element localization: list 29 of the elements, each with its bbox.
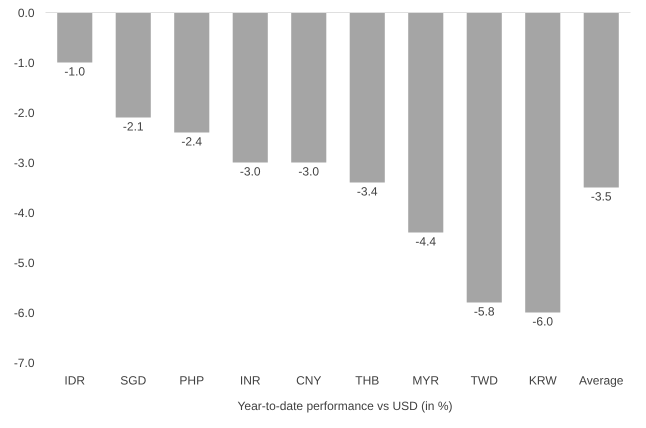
y-tick-label: -7.0 xyxy=(14,356,35,370)
y-tick-label: -6.0 xyxy=(14,306,35,320)
x-tick-label: INR xyxy=(240,374,261,388)
y-tick-label: -4.0 xyxy=(14,206,35,220)
text: -1.0 xyxy=(64,64,86,78)
text: -6.0 xyxy=(532,314,554,328)
x-tick-label: THB xyxy=(355,374,380,388)
x-tick-label: Average xyxy=(579,374,624,388)
x-tick-label: KRW xyxy=(528,374,558,388)
text: Year-to-date performance vs USD (in %) xyxy=(238,399,452,413)
x-tick-label: SGD xyxy=(120,374,147,388)
y-tick-label: -5.0 xyxy=(14,256,35,270)
text: -3.0 xyxy=(298,164,320,178)
y-tick-label: 0.0 xyxy=(18,6,35,20)
text: -2.4 xyxy=(181,134,202,148)
text: -4.4 xyxy=(415,234,436,248)
text: -2.1 xyxy=(122,120,144,134)
x-tick-label: MYR xyxy=(412,374,440,388)
y-tick-label: -3.0 xyxy=(14,156,35,170)
x-tick-label: IDR xyxy=(64,374,86,388)
x-tick-label: CNY xyxy=(296,374,322,388)
x-tick-label: PHP xyxy=(179,374,204,388)
y-tick-label: -2.0 xyxy=(14,106,35,120)
text: -3.0 xyxy=(240,164,261,178)
x-tick-label: TWD xyxy=(470,374,498,388)
y-tick-label: -1.0 xyxy=(14,56,35,70)
text: -3.5 xyxy=(590,190,612,204)
text: -5.8 xyxy=(474,304,495,318)
text: -3.4 xyxy=(356,184,378,198)
